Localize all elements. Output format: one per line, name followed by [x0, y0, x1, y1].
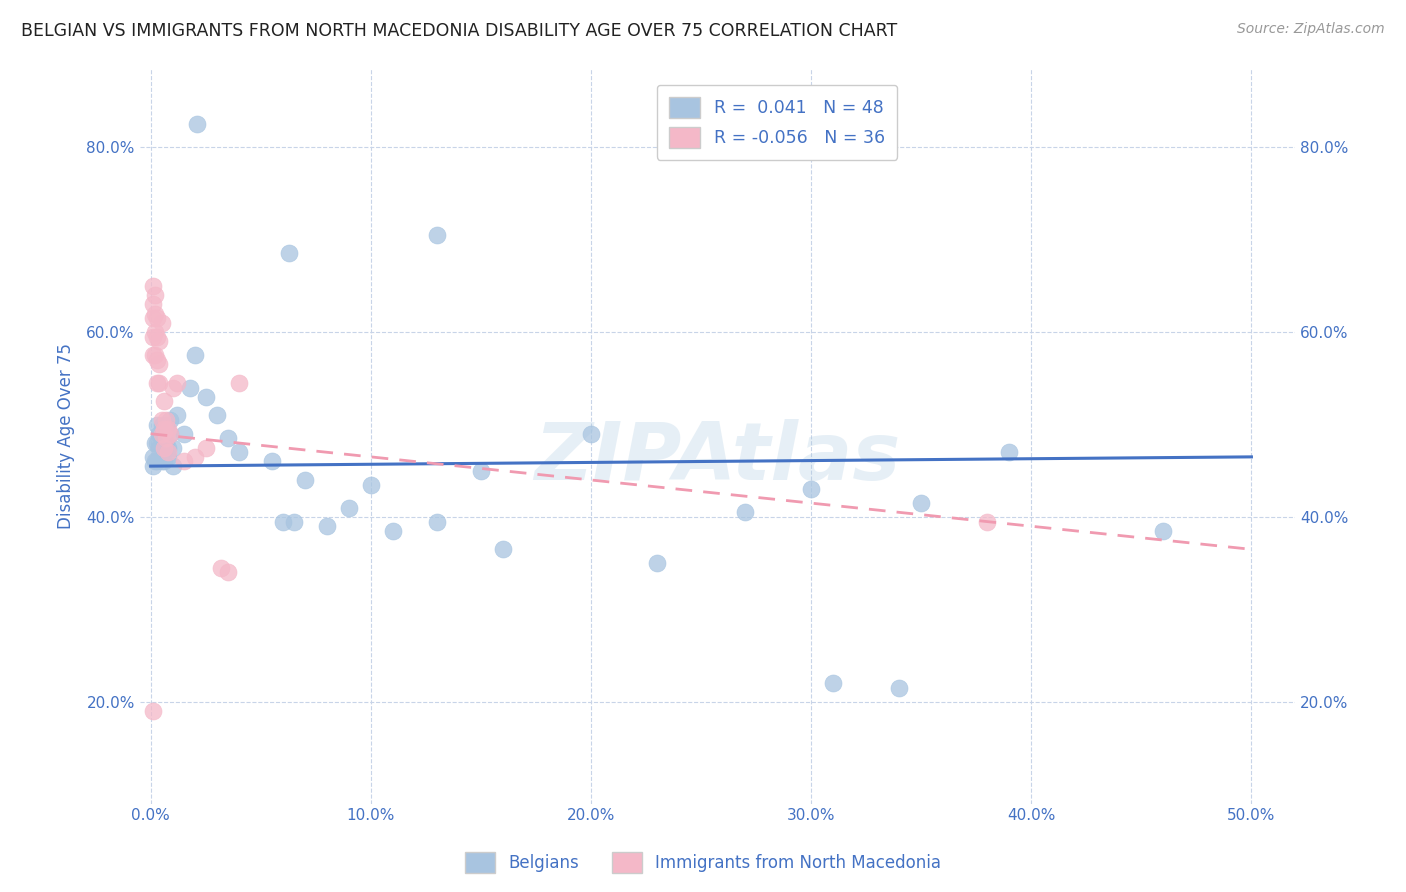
Point — [159, 426, 181, 441]
Point — [143, 325, 166, 339]
Point — [142, 311, 165, 326]
Point — [162, 441, 184, 455]
Point — [146, 352, 169, 367]
Legend: Belgians, Immigrants from North Macedonia: Belgians, Immigrants from North Macedoni… — [458, 846, 948, 880]
Point — [205, 409, 228, 423]
Point — [173, 454, 195, 468]
Point — [155, 436, 177, 450]
Point — [426, 227, 449, 242]
Point — [150, 426, 173, 441]
Point — [315, 519, 337, 533]
Point — [148, 376, 170, 390]
Point — [1152, 524, 1174, 538]
Text: Source: ZipAtlas.com: Source: ZipAtlas.com — [1237, 22, 1385, 37]
Point — [823, 676, 845, 690]
Text: ZIPAtlas: ZIPAtlas — [534, 419, 901, 497]
Point — [492, 542, 515, 557]
Point — [228, 376, 250, 390]
Point — [734, 505, 756, 519]
Point — [294, 473, 316, 487]
Point — [162, 380, 184, 394]
Point — [142, 329, 165, 343]
Point — [146, 329, 169, 343]
Point — [150, 316, 173, 330]
Point — [910, 496, 932, 510]
Point — [186, 117, 208, 131]
Point — [217, 566, 239, 580]
Point — [157, 450, 180, 464]
Point — [146, 454, 169, 468]
Point — [470, 464, 492, 478]
Point — [142, 459, 165, 474]
Point — [800, 482, 823, 496]
Point — [150, 413, 173, 427]
Point — [337, 500, 360, 515]
Point — [183, 348, 205, 362]
Point — [157, 445, 180, 459]
Point — [155, 417, 177, 432]
Point — [260, 454, 283, 468]
Point — [148, 426, 170, 441]
Point — [153, 441, 176, 455]
Point — [148, 334, 170, 349]
Point — [146, 376, 169, 390]
Point — [166, 409, 188, 423]
Point — [360, 477, 382, 491]
Point — [143, 288, 166, 302]
Legend: R =  0.041   N = 48, R = -0.056   N = 36: R = 0.041 N = 48, R = -0.056 N = 36 — [657, 85, 897, 160]
Point — [283, 515, 305, 529]
Point — [143, 348, 166, 362]
Point — [228, 445, 250, 459]
Point — [183, 450, 205, 464]
Point — [217, 431, 239, 445]
Point — [998, 445, 1021, 459]
Point — [157, 422, 180, 436]
Point — [146, 311, 169, 326]
Point — [579, 426, 602, 441]
Point — [278, 246, 301, 260]
Point — [159, 413, 181, 427]
Point — [179, 380, 201, 394]
Point — [976, 515, 998, 529]
Point — [150, 431, 173, 445]
Point — [150, 454, 173, 468]
Point — [148, 358, 170, 372]
Point — [153, 422, 176, 436]
Point — [645, 556, 668, 570]
Point — [162, 459, 184, 474]
Point — [194, 390, 217, 404]
Point — [142, 704, 165, 718]
Point — [155, 431, 177, 445]
Point — [148, 441, 170, 455]
Point — [142, 348, 165, 362]
Text: BELGIAN VS IMMIGRANTS FROM NORTH MACEDONIA DISABILITY AGE OVER 75 CORRELATION CH: BELGIAN VS IMMIGRANTS FROM NORTH MACEDON… — [21, 22, 897, 40]
Point — [142, 278, 165, 293]
Point — [155, 413, 177, 427]
Point — [143, 307, 166, 321]
Point — [146, 436, 169, 450]
Point — [153, 394, 176, 409]
Point — [166, 376, 188, 390]
Point — [271, 515, 294, 529]
Point — [194, 441, 217, 455]
Point — [889, 681, 911, 695]
Point — [146, 417, 169, 432]
Point — [157, 441, 180, 455]
Point — [153, 454, 176, 468]
Point — [209, 561, 232, 575]
Point — [159, 426, 181, 441]
Point — [142, 297, 165, 311]
Point — [153, 441, 176, 455]
Point — [150, 417, 173, 432]
Point — [142, 450, 165, 464]
Point — [426, 515, 449, 529]
Point — [143, 436, 166, 450]
Point — [173, 426, 195, 441]
Point — [381, 524, 404, 538]
Y-axis label: Disability Age Over 75: Disability Age Over 75 — [58, 343, 75, 529]
Point — [143, 454, 166, 468]
